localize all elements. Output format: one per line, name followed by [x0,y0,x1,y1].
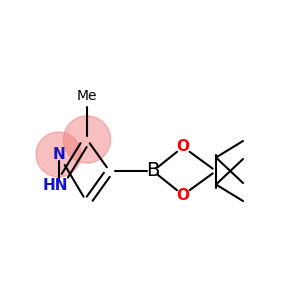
Text: B: B [146,161,160,181]
Text: O: O [176,140,190,154]
Circle shape [36,132,81,177]
Text: Me: Me [77,89,97,103]
Text: HN: HN [43,178,68,194]
Text: O: O [176,188,190,202]
Text: N: N [52,147,65,162]
Circle shape [63,116,111,163]
